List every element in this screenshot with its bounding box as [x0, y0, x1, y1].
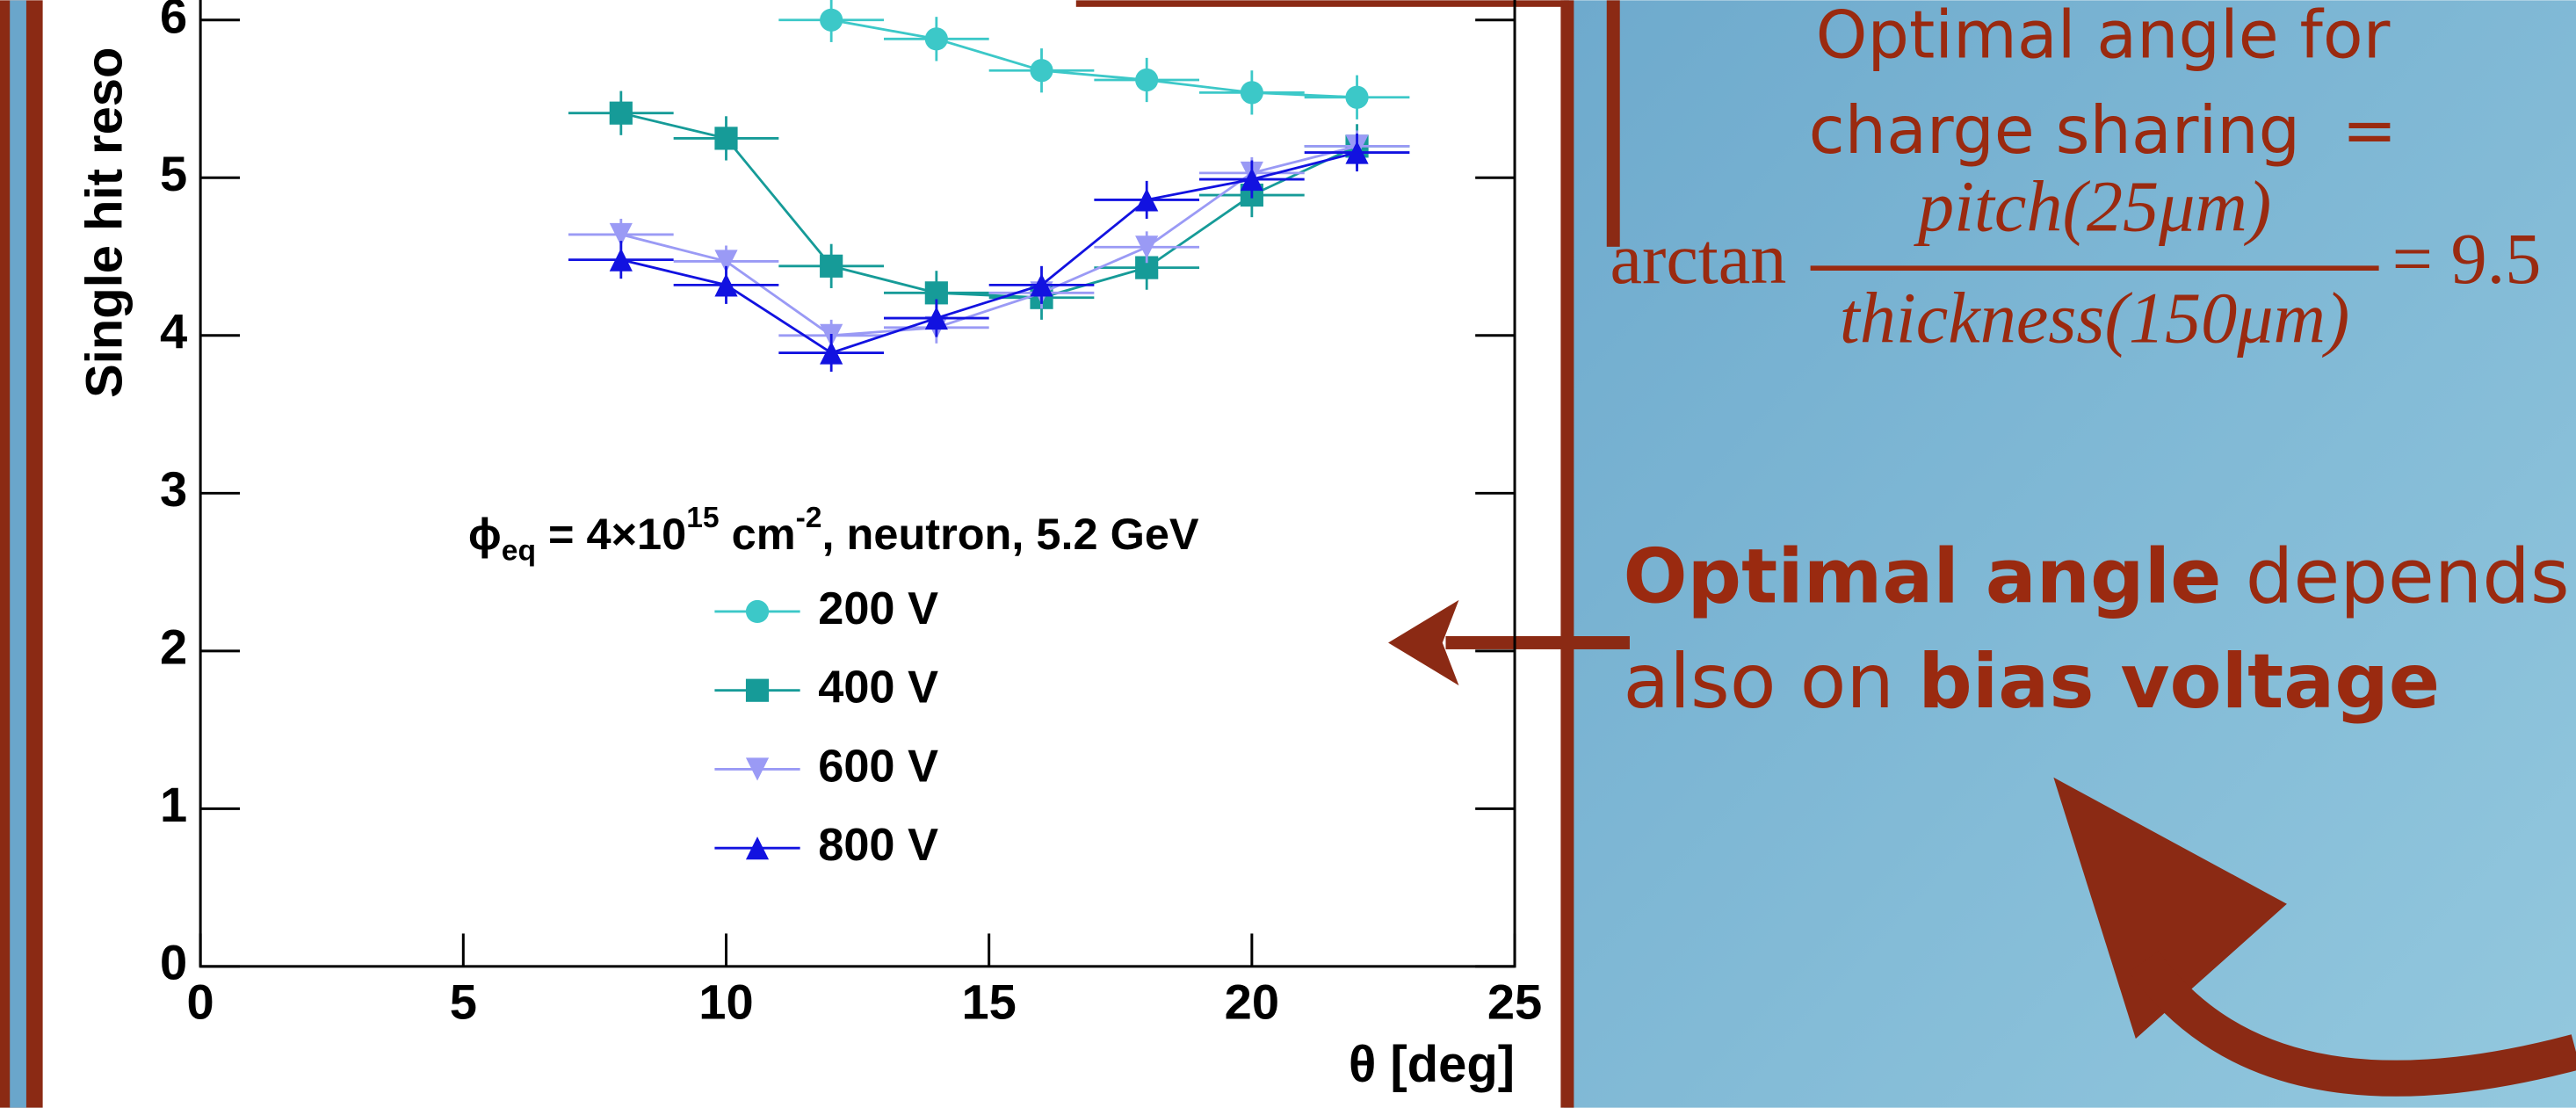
- y-tick-label: 5: [160, 146, 187, 201]
- marker: [1240, 167, 1263, 192]
- marker: [1135, 68, 1159, 92]
- y-tick-label: 1: [160, 777, 187, 832]
- series-line: [620, 112, 1358, 300]
- legend-label: 800 V: [818, 820, 938, 871]
- y-tick-label: 6: [160, 0, 187, 44]
- note-text: also on bias voltage: [1623, 638, 2440, 726]
- legend-title-sup: -2: [796, 502, 822, 534]
- y-tick-label: 4: [160, 304, 187, 359]
- big-arrow-head: [2053, 777, 2287, 1039]
- legend-label: 600 V: [818, 741, 938, 792]
- marker: [609, 248, 633, 272]
- note-text: Optimal angle depends: [1623, 533, 2569, 621]
- marker: [609, 222, 633, 247]
- plot-frame: [199, 0, 1516, 968]
- legend-marker: [745, 836, 770, 860]
- note-plain: depends: [2221, 533, 2569, 621]
- big-arrow-curve: [2129, 951, 2576, 1097]
- legend-marker: [745, 599, 770, 624]
- y-tick-label: 3: [160, 461, 187, 517]
- legend-title-part: = 4×10: [536, 509, 686, 559]
- marker: [924, 306, 948, 330]
- arrow-head: [1388, 599, 1459, 686]
- x-tick-label: 20: [1225, 974, 1279, 1030]
- marker: [1030, 59, 1053, 83]
- y-tick-label: 0: [160, 935, 187, 990]
- marker: [820, 8, 843, 32]
- legend-label: 200 V: [818, 583, 938, 634]
- series-line: [620, 145, 1357, 337]
- legend-marker: [745, 757, 770, 781]
- x-tick-label: 0: [187, 974, 214, 1030]
- panel-border: [1560, 0, 1574, 1108]
- legend-title-part: , neutron, 5.2 GeV: [822, 509, 1199, 559]
- legend-title: ϕeq = 4×1015 cm-2, neutron, 5.2 GeV: [468, 502, 1199, 567]
- x-tick-label: 15: [961, 974, 1016, 1030]
- note-bold: bias voltage: [1918, 638, 2440, 726]
- math-result: = 9.5: [2392, 219, 2542, 299]
- marker: [1345, 85, 1369, 109]
- marker: [924, 27, 948, 51]
- marker: [820, 254, 843, 278]
- marker: [1030, 273, 1053, 297]
- legend-title-part: cm: [720, 509, 796, 559]
- y-axis-label: Single hit reso: [77, 47, 134, 398]
- math-denominator: thickness(150μm): [1840, 278, 2349, 358]
- marker: [1240, 81, 1263, 105]
- marker: [1345, 141, 1369, 164]
- legend-title-sup: 15: [686, 502, 719, 534]
- x-tick-label: 10: [698, 974, 753, 1030]
- legend-title-sub: eq: [502, 535, 536, 568]
- math-numerator: pitch(25μm): [1914, 166, 2271, 246]
- note-line: charge sharing =: [1809, 92, 2398, 169]
- bracket-vertical: [1606, 0, 1620, 247]
- note-bold: Optimal angle: [1623, 533, 2221, 621]
- series-line: [620, 151, 1357, 355]
- series-line: [830, 18, 1357, 99]
- marker: [714, 127, 738, 150]
- x-tick-label: 25: [1487, 974, 1542, 1030]
- math-arctan: arctan: [1610, 219, 1787, 299]
- note-panel: [1564, 0, 2576, 1108]
- left-stripe: [10, 0, 26, 1108]
- y-tick-label: 2: [160, 619, 187, 675]
- note-plain: also on: [1623, 638, 1918, 726]
- arrow-shaft: [1445, 635, 1630, 649]
- marker: [1135, 235, 1159, 259]
- marker: [609, 101, 633, 125]
- x-axis-label: θ [deg]: [1349, 1037, 1515, 1093]
- marker: [1135, 188, 1159, 212]
- marker: [714, 273, 738, 297]
- legend-title-part: ϕ: [468, 509, 502, 559]
- plot: 0 5 10 15 20 25 0 1 2 3 4 5 6 200 V 400 V 600 V 800 V: [160, 0, 1542, 1030]
- top-bracket: [1075, 0, 1569, 7]
- x-tick-label: 5: [450, 974, 477, 1030]
- legend-marker: [745, 678, 770, 702]
- marker: [820, 341, 843, 365]
- marker: [714, 250, 738, 273]
- legend-label: 400 V: [818, 663, 938, 713]
- note-line: Optimal angle for: [1816, 0, 2391, 74]
